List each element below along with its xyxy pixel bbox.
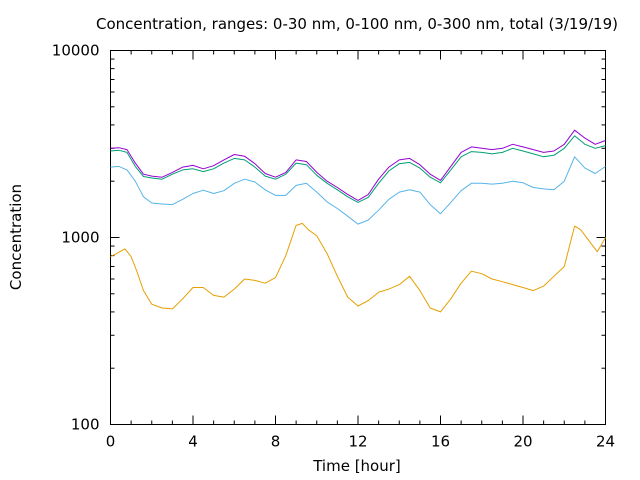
x-tick-label: 8 [271,433,281,451]
series-line-1 [110,222,606,313]
x-axis-label: Time [hour] [312,457,401,475]
axis-ticks: 0 4 8 12 16 20 24 100 1000 10000 [52,42,615,451]
x-tick-label: 16 [431,433,450,451]
x-tick-label: 4 [188,433,198,451]
x-tick-label: 24 [596,433,615,451]
x-tick-label: 20 [513,433,532,451]
y-tick-label: 1000 [61,229,99,247]
series-line-3 [110,135,606,203]
y-tick-label: 100 [71,416,100,434]
series-layer [110,129,606,313]
y-tick-label: 10000 [52,42,100,60]
plot-frame [110,50,606,425]
series-line-4 [110,129,606,201]
x-tick-label: 12 [348,433,367,451]
series-line-2 [110,156,606,225]
y-axis-label: Concentration [7,184,25,290]
x-tick-label: 0 [106,433,116,451]
chart-title: Concentration, ranges: 0-30 nm, 0-100 nm… [96,15,618,33]
